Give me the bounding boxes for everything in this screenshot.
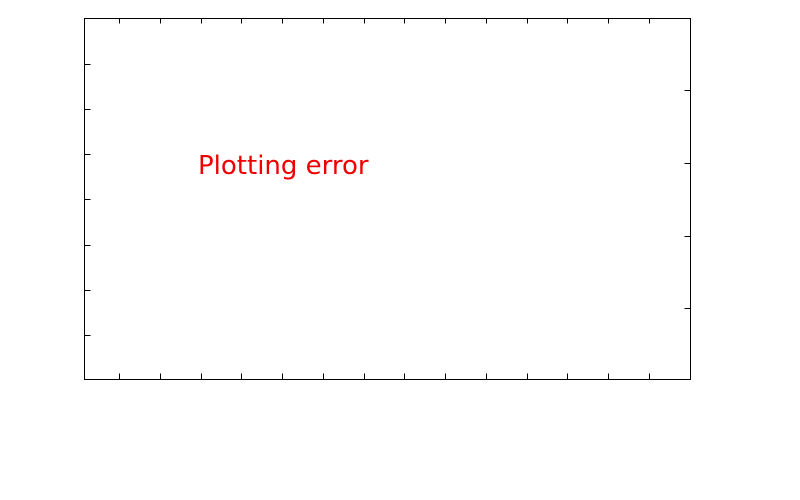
plot-frame [84,18,691,380]
top-axis-ticks [119,18,650,24]
left-axis-ticks [84,64,91,336]
right-axis-ticks [684,90,691,309]
bottom-axis-ticks [119,373,650,380]
plotting-error-message: Plotting error [198,151,369,181]
